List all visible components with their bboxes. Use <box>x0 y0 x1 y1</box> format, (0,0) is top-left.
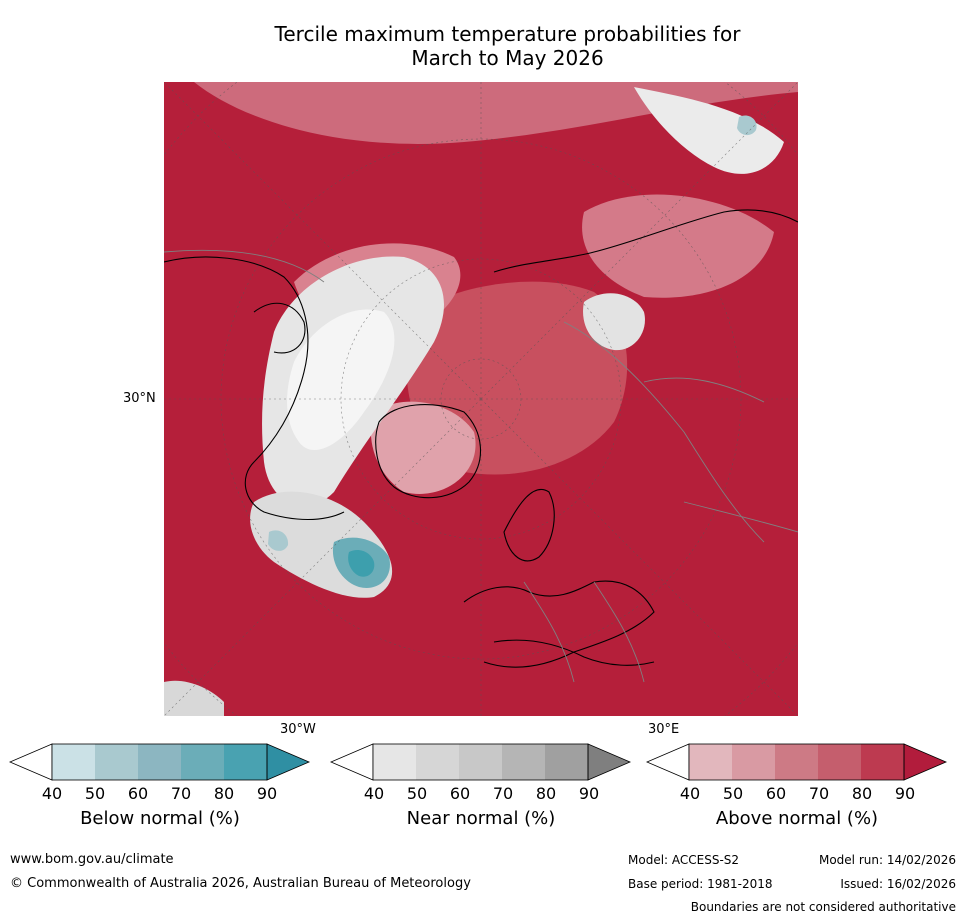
chart-title: Tercile maximum temperature probabilitie… <box>160 22 855 70</box>
colorbar-below-svg <box>8 743 311 781</box>
cbar-near-tick: 70 <box>492 784 514 803</box>
colorbar-above-segment <box>818 744 861 780</box>
probability-map[interactable] <box>164 82 798 716</box>
label-30e: 30°E <box>648 722 680 737</box>
colorbar-near-title: Near normal (%) <box>406 808 556 829</box>
colorbar-near-segment <box>502 744 545 780</box>
footer-model-run: Model run: 14/02/2026 <box>818 853 956 867</box>
cbar-below-tick: 80 <box>213 784 235 803</box>
colorbar-above-segment <box>861 744 904 780</box>
colorbar-above-segment <box>689 744 732 780</box>
map-region-north-near <box>634 87 784 174</box>
map-region-greenland-light <box>370 401 476 494</box>
cbar-near-tick: 90 <box>578 784 600 803</box>
coast-mediterranean <box>493 639 655 666</box>
colorbar-above-extend-high <box>903 743 948 781</box>
cbar-below-tick: 90 <box>256 784 278 803</box>
title-line-1: Tercile maximum temperature probabilitie… <box>274 22 741 46</box>
map-region-west-below <box>268 530 289 551</box>
cbar-near-tick: 50 <box>406 784 428 803</box>
coast-alaska <box>253 302 306 354</box>
colorbar-below-extend-low <box>8 743 53 781</box>
colorbar-above-title: Above normal (%) <box>715 808 879 829</box>
map-region-siberia-light <box>582 194 774 298</box>
cbar-below-tick: 40 <box>41 784 63 803</box>
colorbar-near <box>329 743 632 781</box>
colorbar-near-segment <box>459 744 502 780</box>
colorbar-below-segment <box>52 744 95 780</box>
footer-base-period: Base period: 1981-2018 <box>628 877 773 891</box>
colorbar-below-frame <box>51 743 268 781</box>
cbar-near-tick: 80 <box>535 784 557 803</box>
cbar-above-tick: 70 <box>808 784 830 803</box>
colorbar-near-segment <box>416 744 459 780</box>
colorbar-near-segment <box>545 744 588 780</box>
map-region-arctic-near <box>583 293 645 351</box>
coastlines <box>164 209 798 668</box>
label-30n: 30°N <box>123 391 156 406</box>
border-6 <box>683 501 798 533</box>
coast-scandinavia <box>503 489 555 562</box>
colorbar-near-extend-low <box>329 743 374 781</box>
cbar-above-tick: 50 <box>722 784 744 803</box>
colorbar-below-extend-high <box>266 743 311 781</box>
coast-europe <box>463 580 655 668</box>
colorbar-near-extend-high <box>587 743 632 781</box>
coast-greenland <box>375 404 481 499</box>
border-3 <box>523 581 575 683</box>
footer-copyright: © Commonwealth of Australia 2026, Austra… <box>10 876 471 891</box>
cbar-near-tick: 40 <box>363 784 385 803</box>
colorbar-above <box>645 743 948 781</box>
colorbar-below-title: Below normal (%) <box>80 808 240 829</box>
graticule <box>164 82 798 716</box>
border-2 <box>643 377 765 403</box>
footer-disclaimer: Boundaries are not considered authoritat… <box>690 900 956 914</box>
footer-model: Model: ACCESS-S2 <box>628 853 740 867</box>
colorbar-above-frame <box>688 743 905 781</box>
colorbar-below <box>8 743 311 781</box>
cbar-near-tick: 60 <box>449 784 471 803</box>
map-canvas <box>164 82 798 716</box>
border-1 <box>563 321 765 543</box>
cbar-above-tick: 90 <box>894 784 916 803</box>
footer-url[interactable]: www.bom.gov.au/climate <box>10 852 174 867</box>
colorbar-above-svg <box>645 743 948 781</box>
colorbar-below-segment <box>224 744 267 780</box>
coast-north-america <box>164 256 345 521</box>
map-region-southwest-near <box>164 680 224 716</box>
cbar-above-tick: 80 <box>851 784 873 803</box>
cbar-above-tick: 60 <box>765 784 787 803</box>
border-5 <box>164 249 325 283</box>
colorbar-above-segment <box>732 744 775 780</box>
title-line-2: March to May 2026 <box>411 46 604 70</box>
colorbar-below-segment <box>181 744 224 780</box>
map-region-north-below <box>737 115 757 136</box>
cbar-below-tick: 70 <box>170 784 192 803</box>
map-region-canada-near-white <box>287 309 395 451</box>
colorbar-near-frame <box>372 743 589 781</box>
coast-eurasia <box>493 209 798 273</box>
colorbar-near-segment <box>373 744 416 780</box>
colorbar-near-svg <box>329 743 632 781</box>
cbar-above-tick: 40 <box>679 784 701 803</box>
country-borders <box>164 249 798 683</box>
colorbar-above-segment <box>775 744 818 780</box>
label-30w: 30°W <box>280 722 316 737</box>
cbar-below-tick: 60 <box>127 784 149 803</box>
map-region-pacific-below-core <box>348 550 375 577</box>
border-4 <box>593 581 645 683</box>
cbar-below-tick: 50 <box>84 784 106 803</box>
footer-issued: Issued: 16/02/2026 <box>840 877 956 891</box>
colorbar-below-segment <box>95 744 138 780</box>
colorbar-below-segment <box>138 744 181 780</box>
colorbar-above-extend-low <box>645 743 690 781</box>
